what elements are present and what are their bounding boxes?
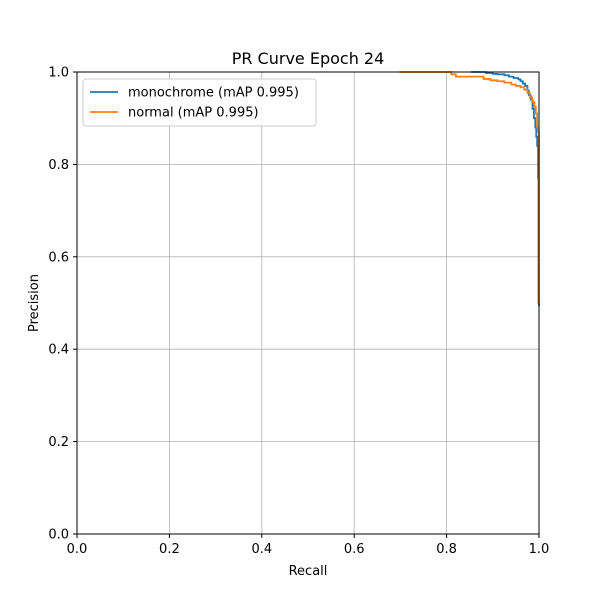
y-tick-label-1: 0.2 (48, 435, 69, 450)
x-tick-label-5: 1.0 (529, 542, 550, 557)
legend-label-0: monochrome (mAP 0.995) (128, 86, 299, 101)
x-axis-label: Recall (289, 564, 328, 579)
legend: monochrome (mAP 0.995) normal (mAP 0.995) (82, 78, 317, 127)
x-tick-label-0: 0.0 (67, 542, 88, 557)
y-tick-label-2: 0.4 (48, 343, 69, 358)
series-layer (399, 71, 540, 307)
y-tick-label-3: 0.6 (48, 250, 69, 265)
legend-label-1: normal (mAP 0.995) (128, 106, 259, 121)
grid-layer (76, 71, 540, 535)
y-tick-label-5: 1.0 (48, 66, 69, 81)
series-line-0 (471, 71, 540, 307)
y-tick-label-4: 0.8 (48, 158, 69, 173)
y-tick-label-0: 0.0 (48, 528, 69, 543)
chart-title: PR Curve Epoch 24 (232, 49, 385, 68)
y-axis-label: Precision (27, 274, 42, 332)
tick-layer: 0.0 0.2 0.4 0.6 0.8 1.0 0.0 0.2 0.4 0.6 0.8 1.0 (48, 66, 549, 558)
series-line-1 (399, 71, 540, 304)
x-tick-label-1: 0.2 (159, 542, 180, 557)
x-tick-label-4: 0.8 (436, 542, 457, 557)
legend-box (82, 78, 317, 127)
x-tick-label-2: 0.4 (251, 542, 272, 557)
plot-area-frame (76, 71, 540, 535)
x-tick-label-3: 0.6 (344, 542, 365, 557)
